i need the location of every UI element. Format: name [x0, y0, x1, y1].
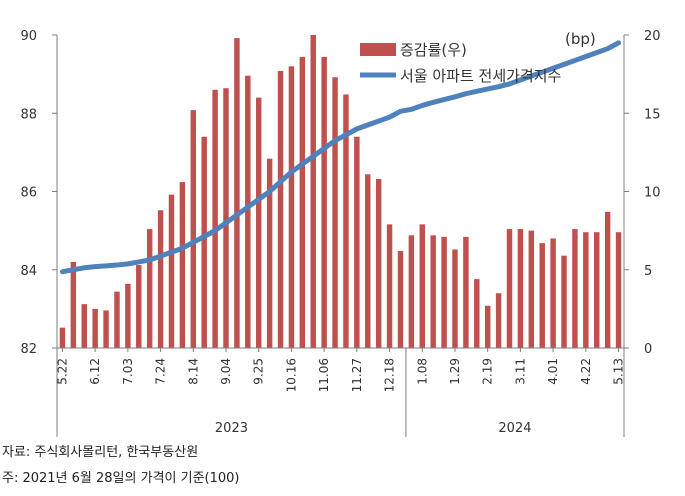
bar-8.07	[179, 182, 186, 348]
bar-2.12	[474, 279, 480, 348]
bar-7.10	[136, 265, 142, 348]
right-tick-label: 5	[644, 264, 652, 279]
x-tick-label: 1.29	[448, 358, 462, 385]
bar-3.04	[506, 229, 513, 348]
notes: 자료: 주식회사몰리턴, 한국부동산원 주: 2021년 6월 28일의 가격이…	[0, 440, 685, 492]
bar-6.26	[114, 291, 120, 348]
bar-10.02	[266, 158, 273, 348]
year-label: 2024	[498, 421, 531, 436]
left-tick-label: 84	[20, 264, 37, 279]
right-tick-label: 10	[644, 186, 661, 201]
bar-7.24	[157, 210, 164, 348]
bar-8.14	[190, 110, 197, 349]
x-tick-label: 9.25	[252, 358, 266, 385]
bar-9.25	[256, 97, 262, 348]
bar-4.22	[583, 232, 589, 348]
bar-7.03	[125, 283, 131, 348]
bar-2.05	[463, 236, 469, 348]
x-tick-label: 5.22	[55, 358, 69, 385]
bar-11.06	[321, 56, 327, 348]
x-tick-label: 4.01	[546, 358, 560, 385]
bar-1.29	[452, 249, 458, 348]
x-axis-ticks: 5.22 6.12 7.03 7.24 8.14 9.04 9.25 10.16 11.06 11…	[55, 348, 626, 392]
bar-9.18	[245, 75, 251, 348]
bar-12.18	[386, 224, 393, 348]
bar-5.13	[615, 232, 622, 348]
left-tick-label: 88	[20, 107, 37, 122]
bar-5.22	[59, 327, 66, 348]
bar-11.27	[354, 136, 360, 348]
x-tick-label: 3.11	[513, 358, 527, 385]
x-tick-label: 10.16	[284, 358, 298, 392]
x-tick-label: 1.08	[415, 358, 429, 385]
bar-12.04	[365, 174, 371, 348]
footnote: 주: 2021년 6월 28일의 가격이 기준(100)	[2, 471, 240, 486]
left-tick-label: 82	[20, 342, 37, 357]
bar-12.25	[397, 250, 404, 348]
bar-8.28	[212, 89, 218, 348]
bar-2.19	[484, 305, 491, 348]
left-tick-label: 90	[20, 29, 37, 44]
unit-label: (bp)	[565, 30, 596, 48]
year-labels: 2023 2024	[56, 348, 625, 437]
left-axis-ticks: 82 84 86 88 90	[20, 29, 57, 357]
bar-4.29	[594, 232, 600, 348]
x-tick-label: 9.04	[219, 358, 233, 385]
bar-7.17	[146, 229, 153, 348]
bar-4.01	[550, 238, 556, 348]
x-tick-label: 8.14	[186, 358, 200, 385]
bar-3.18	[528, 230, 535, 349]
bar-1.08	[419, 224, 425, 348]
bar-series	[59, 35, 622, 349]
right-tick-label: 0	[644, 342, 652, 357]
x-tick-label: 7.24	[154, 358, 168, 385]
bar-9.04	[223, 88, 229, 349]
x-tick-label: 12.18	[383, 358, 397, 392]
bar-6.12	[92, 308, 98, 349]
left-tick-label: 86	[20, 186, 37, 201]
bar-8.21	[201, 136, 207, 348]
bar-1.15	[430, 235, 436, 348]
source-note: 자료: 주식회사몰리턴, 한국부동산원	[2, 445, 199, 460]
index-line	[59, 40, 622, 275]
bar-12.11	[375, 178, 382, 348]
x-tick-label: 2.19	[481, 358, 495, 385]
bar-10.30	[310, 35, 316, 348]
bar-3.25	[539, 243, 545, 348]
bar-5.29	[70, 261, 77, 348]
year-label: 2023	[215, 421, 248, 436]
bar-3.11	[517, 229, 524, 348]
right-tick-label: 15	[644, 107, 661, 122]
right-tick-label: 20	[644, 29, 661, 44]
legend: 증감률(우) 서울 아파트 전세가격지수	[360, 41, 561, 85]
x-tick-label: 5.13	[612, 358, 626, 385]
right-axis-ticks: 0 5 10 15 20	[624, 29, 661, 357]
line-series	[59, 40, 622, 275]
bar-11.20	[343, 94, 349, 348]
bar-10.16	[288, 66, 295, 349]
bar-10.09	[277, 71, 284, 348]
bar-4.08	[561, 255, 567, 348]
bar-4.15	[572, 229, 578, 348]
bar-11.13	[332, 77, 338, 348]
bar-6.05	[81, 304, 87, 348]
x-tick-label: 7.03	[121, 358, 135, 385]
bar-10.23	[299, 56, 306, 348]
x-tick-label: 11.27	[350, 358, 364, 392]
bar-9.11	[234, 38, 240, 348]
legend-swatch-bar	[360, 43, 396, 56]
x-tick-label: 11.06	[317, 358, 331, 392]
bar-7.31	[168, 194, 175, 348]
bar-2.26	[495, 293, 502, 348]
legend-label-bar: 증감률(우)	[400, 41, 467, 59]
x-tick-label: 6.12	[88, 358, 102, 385]
bar-1.01	[408, 235, 415, 348]
bar-6.19	[103, 310, 109, 348]
combo-chart: 82 84 86 88 90 0 5 10 15 20 5.22 6.12 7.03 7.24 8.14…	[20, 29, 661, 437]
bar-5.06	[604, 211, 611, 348]
legend-label-line: 서울 아파트 전세가격지수	[400, 67, 561, 85]
x-tick-label: 4.22	[579, 358, 593, 385]
bar-1.22	[441, 236, 447, 348]
